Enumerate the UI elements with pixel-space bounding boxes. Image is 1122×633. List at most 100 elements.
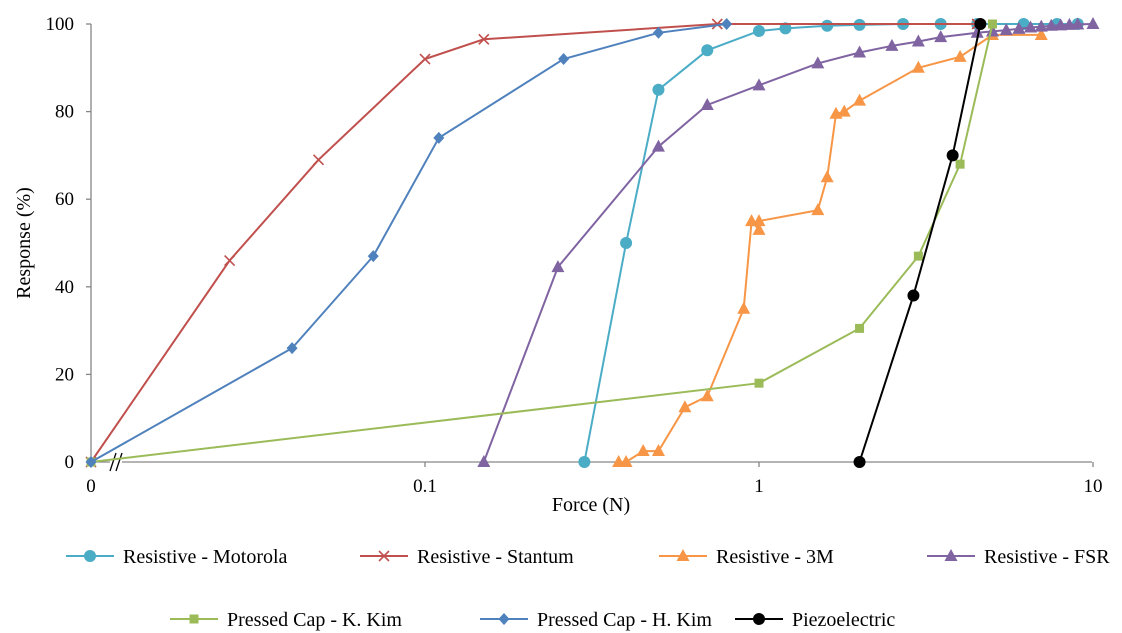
x-tick-label: 0.1 xyxy=(413,476,437,497)
axis-break-marker xyxy=(109,452,123,472)
legend-label: Resistive - 3M xyxy=(716,546,834,568)
data-point xyxy=(752,78,766,91)
data-point xyxy=(1012,21,1026,34)
data-point xyxy=(721,18,733,30)
data-point xyxy=(970,25,984,38)
legend: Resistive - Motorola Resistive - Stantum R… xyxy=(66,546,1110,631)
series-layer xyxy=(85,17,1100,468)
data-point xyxy=(753,25,765,38)
series-3 xyxy=(612,27,1048,467)
data-point xyxy=(820,170,834,183)
data-point xyxy=(974,18,987,30)
series-4 xyxy=(477,17,1100,467)
data-point xyxy=(752,222,766,235)
legend-label: Resistive - FSR xyxy=(984,546,1110,568)
legend-label: Pressed Cap - H. Kim xyxy=(537,609,712,631)
series-1 xyxy=(578,18,1084,468)
data-point xyxy=(224,254,236,267)
data-point xyxy=(855,323,865,333)
data-point xyxy=(811,56,825,69)
data-point xyxy=(1024,20,1038,33)
legend-item: Piezoelectric xyxy=(735,609,895,631)
y-tick-label: 20 xyxy=(55,364,74,385)
legend-marker xyxy=(498,613,510,625)
legend-marker xyxy=(378,550,390,562)
data-point xyxy=(619,455,633,467)
data-point xyxy=(837,104,851,117)
data-point xyxy=(752,214,766,227)
data-point xyxy=(911,34,925,47)
axes xyxy=(90,24,1092,472)
legend-item: Pressed Cap - K. Kim xyxy=(170,609,402,631)
data-point xyxy=(985,24,999,37)
y-tick-label: 60 xyxy=(55,189,74,210)
legend-label: Resistive - Stantum xyxy=(417,546,574,568)
legend-item: Resistive - 3M xyxy=(659,546,834,568)
data-point xyxy=(701,44,714,57)
data-point xyxy=(911,60,925,73)
data-point xyxy=(651,139,665,152)
series-line xyxy=(482,23,1094,463)
data-point xyxy=(754,378,764,388)
series-7 xyxy=(853,18,987,468)
data-point xyxy=(551,260,565,273)
data-point xyxy=(477,455,491,467)
series-line xyxy=(90,23,994,463)
legend-marker xyxy=(84,550,96,562)
legend-marker xyxy=(189,614,199,624)
series-2 xyxy=(85,18,983,468)
data-point xyxy=(821,19,834,32)
x-axis-title: Force (N) xyxy=(552,494,630,516)
data-point xyxy=(558,53,570,66)
y-tick-label: 0 xyxy=(65,452,75,473)
data-point xyxy=(711,18,723,30)
x-tick-label: 1 xyxy=(754,476,764,497)
y-tick-label: 100 xyxy=(46,14,75,35)
data-point xyxy=(853,93,867,106)
legend-item: Resistive - Stantum xyxy=(360,546,574,568)
data-point xyxy=(907,289,920,302)
legend-label: Piezoelectric xyxy=(792,609,895,631)
data-point xyxy=(636,444,650,457)
data-point xyxy=(700,389,714,402)
y-tick-label: 40 xyxy=(55,277,74,298)
data-point xyxy=(1034,19,1048,32)
x-ticks: 0 0.1 1 10 xyxy=(86,462,1103,497)
data-point xyxy=(853,456,866,468)
data-point xyxy=(700,98,714,111)
legend-marker xyxy=(676,549,690,561)
data-point xyxy=(885,38,899,51)
series-line xyxy=(858,23,982,463)
data-point xyxy=(367,250,379,263)
data-point xyxy=(953,49,967,62)
data-point xyxy=(955,159,965,169)
y-axis-title: Response (%) xyxy=(13,187,35,299)
data-point xyxy=(433,131,445,144)
legend-item: Resistive - FSR xyxy=(927,546,1110,568)
legend-label: Resistive - Motorola xyxy=(123,546,288,568)
data-point xyxy=(1034,27,1048,40)
data-point xyxy=(946,149,959,162)
legend-marker xyxy=(753,613,765,625)
legend-marker xyxy=(944,549,958,561)
series-6 xyxy=(85,18,733,468)
data-point xyxy=(811,203,825,216)
data-point xyxy=(478,33,490,45)
data-point xyxy=(578,456,591,468)
data-point xyxy=(1086,17,1100,29)
data-point xyxy=(1071,17,1085,30)
data-point xyxy=(678,400,692,413)
x-tick-label: 0 xyxy=(86,476,96,497)
series-line xyxy=(90,23,978,463)
y-tick-label: 80 xyxy=(55,102,74,123)
data-point xyxy=(853,45,867,58)
data-point xyxy=(934,30,948,43)
y-ticks: 0 20 40 60 80 100 xyxy=(46,14,91,473)
data-point xyxy=(1054,18,1068,31)
data-point xyxy=(913,251,923,261)
data-point xyxy=(620,237,633,249)
data-point xyxy=(987,19,997,29)
data-point xyxy=(651,444,665,457)
data-point xyxy=(419,53,431,65)
